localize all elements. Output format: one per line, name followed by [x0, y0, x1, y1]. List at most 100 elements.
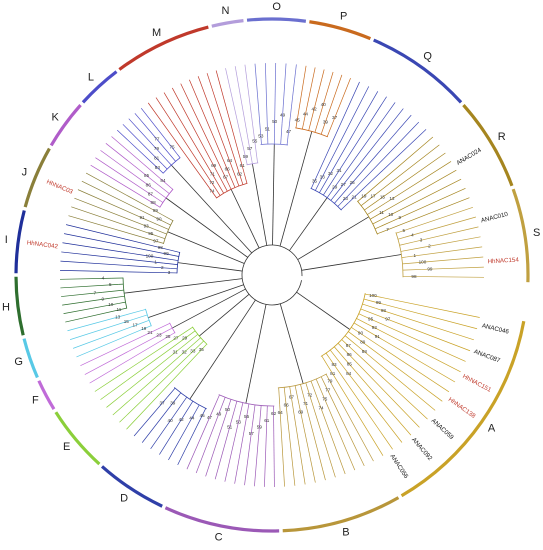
leaf-branch — [310, 380, 319, 401]
leaf-branch — [346, 114, 412, 190]
leaf-branch — [315, 378, 322, 393]
bootstrap-value: 84 — [160, 178, 166, 183]
leaf-branch — [186, 410, 213, 470]
bootstrap-value: 17 — [370, 194, 376, 199]
leaf-branch — [76, 325, 152, 358]
bootstrap-value: 85 — [347, 361, 353, 366]
bootstrap-value: 97 — [153, 238, 159, 243]
bootstrap-value: 97 — [385, 317, 391, 322]
leaf-branch — [340, 202, 349, 210]
leaf-branch — [375, 308, 474, 341]
leaf-branch — [247, 403, 250, 409]
bootstrap-value: 4 — [102, 276, 105, 281]
leaf-branch — [364, 201, 377, 211]
clade-letter: O — [272, 1, 281, 13]
bootstrap-value: 17 — [132, 323, 138, 328]
leaf-branch — [325, 352, 330, 359]
leaf-branch — [421, 236, 481, 248]
leaf-branch — [234, 66, 252, 157]
leaf-branch — [370, 216, 375, 220]
bootstrap-value: 7 — [386, 227, 389, 232]
bootstrap-value: 31 — [173, 350, 179, 355]
leaf-branch — [329, 102, 396, 194]
clade-letter: L — [88, 71, 94, 83]
leaf-branch — [264, 63, 269, 138]
leaf-branch — [60, 277, 112, 280]
leaf-branch — [294, 385, 300, 405]
bootstrap-value: 67 — [223, 175, 229, 180]
clade-outer-arc — [22, 338, 39, 379]
leaf-branch — [197, 76, 233, 169]
bootstrap-value: 9 — [398, 215, 401, 220]
tree-branches — [60, 63, 484, 487]
bootstrap-value: 13 — [389, 196, 395, 201]
leaf-label: ANAC056 — [388, 453, 409, 480]
leaf-branch — [338, 108, 404, 192]
bootstrap-value: 72 — [209, 180, 215, 185]
clade-letter: S — [533, 227, 540, 239]
leaf-branch — [214, 419, 233, 480]
leaf-branch — [374, 220, 393, 230]
leaf-branch — [81, 180, 167, 224]
leaf-branch — [195, 406, 222, 474]
leaf-branch — [326, 125, 332, 137]
leaf-branch — [133, 397, 168, 437]
leaf-branch — [177, 408, 207, 466]
clade-letter: Q — [423, 51, 432, 63]
leaf-branch — [182, 326, 193, 335]
leaf-branch — [94, 333, 183, 392]
bootstrap-value: 19 — [141, 326, 147, 331]
bootstrap-value: 59 — [243, 154, 249, 159]
leaf-branch — [239, 402, 244, 415]
leaf-branch — [342, 339, 428, 420]
leaf-branch — [343, 348, 420, 428]
leaf-label: HhNAC138 — [447, 396, 477, 420]
leaf-label: HhNAC151 — [461, 373, 492, 394]
bootstrap-value: 71 — [303, 401, 309, 406]
leaf-branch — [215, 189, 221, 196]
leaf-branch — [244, 64, 257, 150]
leaf-branch — [384, 161, 452, 204]
bootstrap-value: 37 — [159, 401, 165, 406]
leaf-branch — [111, 136, 170, 187]
bootstrap-value: 39 — [323, 119, 329, 124]
leaf-branch — [421, 266, 484, 270]
leaf-branch — [392, 188, 466, 222]
leaf-branch — [221, 397, 226, 407]
clade-arc-branch — [191, 326, 208, 345]
leaf-branch — [141, 396, 178, 443]
leaf-branch — [396, 206, 474, 234]
leaf-branch — [228, 184, 232, 190]
bootstrap-value: 35 — [312, 178, 318, 183]
clade-stem — [296, 291, 351, 330]
bootstrap-value: 75 — [169, 145, 175, 150]
clade-arc-branch — [260, 143, 289, 146]
bootstrap-value: 77 — [325, 387, 331, 392]
bootstrap-value: 89 — [360, 340, 366, 345]
leaf-branch — [320, 71, 334, 113]
leaf-branch — [374, 169, 457, 217]
leaf-branch — [397, 236, 405, 240]
clade-outer-arc — [37, 380, 56, 410]
bootstrap-value: 1 — [154, 259, 157, 264]
leaf-branch — [69, 318, 135, 340]
bootstrap-value: 77 — [154, 136, 160, 141]
clade-outer-arc — [100, 465, 163, 508]
leaf-label: ANAC087 — [473, 348, 502, 364]
leaf-branch — [337, 343, 344, 350]
bootstrap-value: 86 — [347, 352, 353, 357]
bootstrap-value: 15 — [124, 319, 130, 324]
leaf-branch — [329, 349, 345, 368]
bootstrap-value: 15 — [380, 195, 386, 200]
leaf-branch — [402, 262, 415, 265]
bootstrap-values: 1009998979593919089888786858483817977757… — [94, 102, 433, 436]
bootstrap-value: 59 — [257, 425, 263, 430]
bootstrap-value: 50 — [272, 119, 278, 124]
bootstrap-value: 90 — [358, 331, 364, 336]
clade-stem — [272, 144, 275, 246]
bootstrap-value: 49 — [216, 411, 222, 416]
leaf-branch — [72, 322, 143, 349]
clade-outer-arc — [54, 411, 101, 466]
leaf-branch — [334, 188, 348, 204]
leaf-branch — [341, 339, 343, 341]
